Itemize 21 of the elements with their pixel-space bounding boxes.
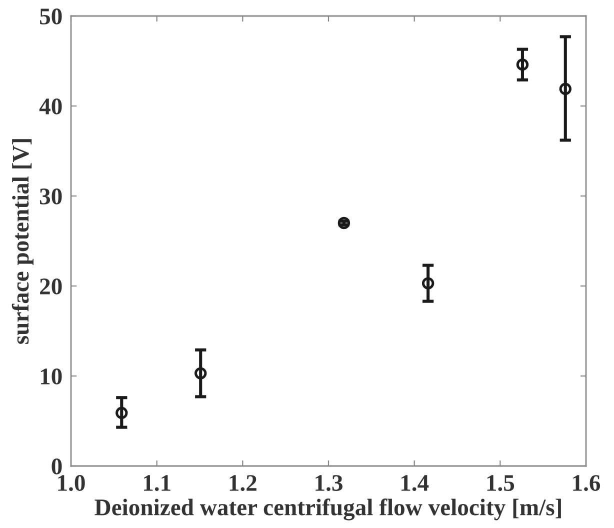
y-tick-label: 30: [40, 188, 62, 204]
x-tick-label: 1.5: [487, 475, 514, 492]
x-tick-label: 1.3: [316, 475, 342, 492]
y-tick-label: 10: [40, 368, 62, 384]
x-tick-label: 1.4: [401, 475, 429, 492]
y-tick-label: 20: [40, 278, 62, 294]
x-tick-label: 1.1: [144, 475, 170, 492]
y-tick-label: 0: [52, 458, 62, 474]
point: [422, 277, 434, 290]
x-tick-label: 1.0: [58, 475, 85, 492]
point: [116, 406, 128, 420]
point: [338, 216, 350, 230]
y-axis-title: surface potential [V]: [12, 139, 34, 344]
y-tick-label: 40: [39, 98, 62, 114]
point: [559, 82, 572, 96]
x-tick-label: 1.6: [573, 475, 600, 492]
point: [194, 367, 207, 380]
point: [516, 58, 529, 71]
x-axis-title: Deionized water centrifugal flow velocity [m/s]: [94, 498, 561, 520]
x-tick-label: 1.2: [230, 475, 256, 492]
y-tick-label: 50: [40, 8, 62, 24]
